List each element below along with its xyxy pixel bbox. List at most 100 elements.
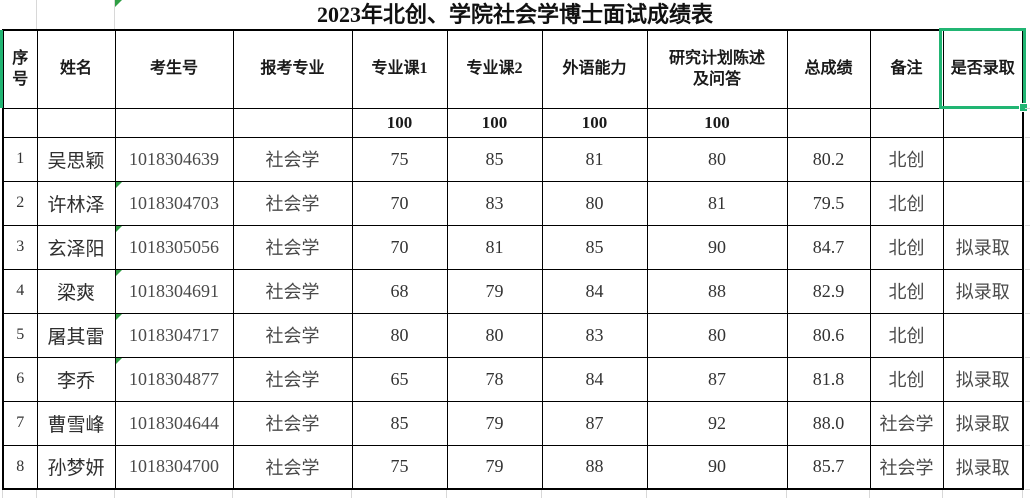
cell-r3-c2[interactable]: 1018305056 — [114, 224, 234, 270]
cell-r1-c4[interactable]: 75 — [351, 136, 448, 182]
column-header-remarks[interactable]: 备注 — [869, 29, 944, 109]
cell-r5-c9[interactable]: 北创 — [869, 312, 944, 358]
max-score-cell[interactable]: 100 — [446, 107, 543, 138]
cell-r3-c5[interactable]: 81 — [446, 224, 543, 270]
cell-r3-c10[interactable]: 拟录取 — [942, 224, 1024, 270]
cell-r4-c4[interactable]: 68 — [351, 268, 448, 314]
max-score-cell[interactable] — [114, 107, 234, 138]
cell-r4-c7[interactable]: 88 — [646, 268, 788, 314]
cell-r1-c9[interactable]: 北创 — [869, 136, 944, 182]
sheet-title[interactable]: 2023年北创、学院社会学博士面试成绩表 — [316, 2, 713, 27]
column-header-major[interactable]: 报考专业 — [232, 29, 353, 109]
column-header-research-plan[interactable]: 研究计划陈述及问答 — [646, 29, 788, 109]
cell-r6-c3[interactable]: 社会学 — [232, 356, 353, 402]
cell-r1-c5[interactable]: 85 — [446, 136, 543, 182]
cell-r6-c0[interactable]: 6 — [2, 356, 38, 402]
cell-r6-c2[interactable]: 1018304877 — [114, 356, 234, 402]
cell-r7-c0[interactable]: 7 — [2, 400, 38, 446]
cell-r3-c9[interactable]: 北创 — [869, 224, 944, 270]
cell-r5-c2[interactable]: 1018304717 — [114, 312, 234, 358]
column-header-foreign-language[interactable]: 外语能力 — [541, 29, 648, 109]
cell-r2-c0[interactable]: 2 — [2, 180, 38, 226]
cell-r3-c4[interactable]: 70 — [351, 224, 448, 270]
cell-r7-c3[interactable]: 社会学 — [232, 400, 353, 446]
cell-r7-c2[interactable]: 1018304644 — [114, 400, 234, 446]
cell-r5-c3[interactable]: 社会学 — [232, 312, 353, 358]
column-header-seq[interactable]: 序号 — [2, 29, 38, 109]
fill-handle[interactable] — [1019, 103, 1028, 112]
max-score-cell[interactable]: 100 — [646, 107, 788, 138]
cell-r5-c1[interactable]: 屠其雷 — [36, 312, 116, 358]
cell-r6-c10[interactable]: 拟录取 — [942, 356, 1024, 402]
cell-r2-c6[interactable]: 80 — [541, 180, 648, 226]
cell-r1-c7[interactable]: 80 — [646, 136, 788, 182]
max-score-cell[interactable] — [2, 107, 38, 138]
column-header-total[interactable]: 总成绩 — [786, 29, 871, 109]
cell-r7-c8[interactable]: 88.0 — [786, 400, 871, 446]
cell-r7-c9[interactable]: 社会学 — [869, 400, 944, 446]
cell-r4-c1[interactable]: 梁爽 — [36, 268, 116, 314]
cell-r4-c10[interactable]: 拟录取 — [942, 268, 1024, 314]
cell-r2-c7[interactable]: 81 — [646, 180, 788, 226]
cell-r4-c3[interactable]: 社会学 — [232, 268, 353, 314]
cell-r7-c6[interactable]: 87 — [541, 400, 648, 446]
cell-r3-c3[interactable]: 社会学 — [232, 224, 353, 270]
cell-r4-c5[interactable]: 79 — [446, 268, 543, 314]
cell-r2-c4[interactable]: 70 — [351, 180, 448, 226]
cell-r6-c1[interactable]: 李乔 — [36, 356, 116, 402]
cell-r3-c0[interactable]: 3 — [2, 224, 38, 270]
cell-r2-c9[interactable]: 北创 — [869, 180, 944, 226]
max-score-cell[interactable] — [942, 107, 1024, 138]
cell-r1-c6[interactable]: 81 — [541, 136, 648, 182]
cell-r7-c1[interactable]: 曹雪峰 — [36, 400, 116, 446]
cell-r6-c5[interactable]: 78 — [446, 356, 543, 402]
cell-r1-c2[interactable]: 1018304639 — [114, 136, 234, 182]
column-header-candidate-id[interactable]: 考生号 — [114, 29, 234, 109]
cell-r5-c5[interactable]: 80 — [446, 312, 543, 358]
cell-r7-c10[interactable]: 拟录取 — [942, 400, 1024, 446]
cell-r2-c1[interactable]: 许林泽 — [36, 180, 116, 226]
cell-r8-c10[interactable]: 拟录取 — [942, 444, 1024, 490]
cell-r3-c1[interactable]: 玄泽阳 — [36, 224, 116, 270]
cell-r1-c10[interactable] — [942, 136, 1024, 182]
column-header-course2[interactable]: 专业课2 — [446, 29, 543, 109]
cell-r8-c8[interactable]: 85.7 — [786, 444, 871, 490]
cell-r7-c5[interactable]: 79 — [446, 400, 543, 446]
max-score-cell[interactable] — [869, 107, 944, 138]
cell-r5-c7[interactable]: 80 — [646, 312, 788, 358]
cell-r4-c8[interactable]: 82.9 — [786, 268, 871, 314]
cell-r7-c7[interactable]: 92 — [646, 400, 788, 446]
cell-r8-c5[interactable]: 79 — [446, 444, 543, 490]
cell-r1-c1[interactable]: 吴思颖 — [36, 136, 116, 182]
cell-r5-c8[interactable]: 80.6 — [786, 312, 871, 358]
cell-r4-c9[interactable]: 北创 — [869, 268, 944, 314]
cell-r7-c4[interactable]: 85 — [351, 400, 448, 446]
cell-r1-c3[interactable]: 社会学 — [232, 136, 353, 182]
max-score-cell[interactable]: 100 — [351, 107, 448, 138]
cell-r5-c10[interactable] — [942, 312, 1024, 358]
cell-r6-c4[interactable]: 65 — [351, 356, 448, 402]
max-score-cell[interactable] — [36, 107, 116, 138]
cell-r4-c2[interactable]: 1018304691 — [114, 268, 234, 314]
cell-r8-c7[interactable]: 90 — [646, 444, 788, 490]
cell-r2-c5[interactable]: 83 — [446, 180, 543, 226]
cell-r8-c0[interactable]: 8 — [2, 444, 38, 490]
cell-r8-c6[interactable]: 88 — [541, 444, 648, 490]
cell-r2-c10[interactable] — [942, 180, 1024, 226]
cell-r2-c3[interactable]: 社会学 — [232, 180, 353, 226]
cell-r8-c1[interactable]: 孙梦妍 — [36, 444, 116, 490]
cell-r8-c3[interactable]: 社会学 — [232, 444, 353, 490]
column-header-name[interactable]: 姓名 — [36, 29, 116, 109]
cell-r8-c9[interactable]: 社会学 — [869, 444, 944, 490]
cell-r4-c0[interactable]: 4 — [2, 268, 38, 314]
cell-r2-c2[interactable]: 1018304703 — [114, 180, 234, 226]
cell-r4-c6[interactable]: 84 — [541, 268, 648, 314]
cell-r5-c0[interactable]: 5 — [2, 312, 38, 358]
max-score-cell[interactable]: 100 — [541, 107, 648, 138]
cell-r3-c7[interactable]: 90 — [646, 224, 788, 270]
cell-r6-c6[interactable]: 84 — [541, 356, 648, 402]
cell-r5-c6[interactable]: 83 — [541, 312, 648, 358]
max-score-cell[interactable] — [786, 107, 871, 138]
cell-r3-c6[interactable]: 85 — [541, 224, 648, 270]
cell-r3-c8[interactable]: 84.7 — [786, 224, 871, 270]
